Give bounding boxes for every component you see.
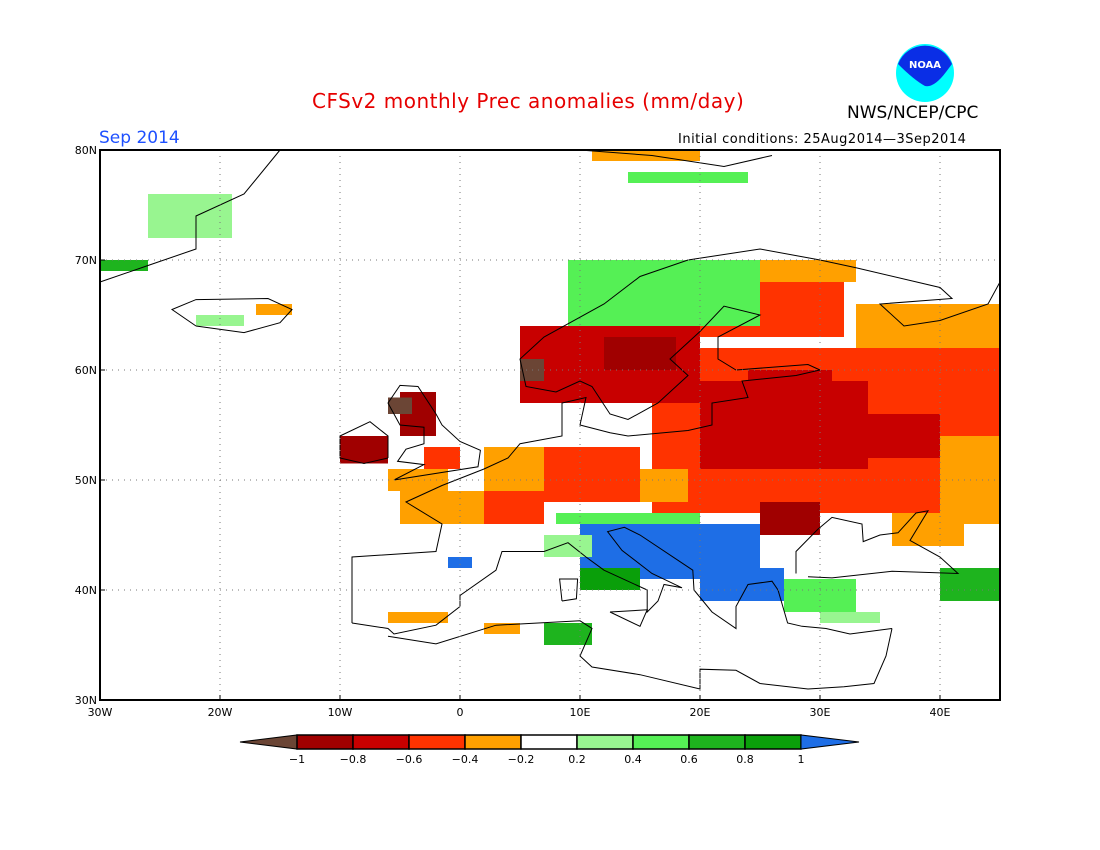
colorbar-swatch [352,734,410,750]
lat-tick-label: 60N [75,364,97,377]
anomaly-cell [856,304,1000,348]
anomaly-cell [820,612,880,623]
anomaly-cell [556,513,700,524]
coastline [559,578,579,602]
anomaly-cell [760,502,820,535]
colorbar-label: 0.6 [680,753,698,766]
coastline [339,421,389,465]
forecast-month: Sep 2014 [99,128,180,148]
anomaly-cell [256,304,292,315]
coastline [795,510,960,579]
colorbar-label: −0.8 [340,753,367,766]
anomaly-cell [424,447,460,469]
anomaly-cell [868,414,940,458]
lon-tick-label: 10E [570,706,591,719]
lon-tick-label: 30W [88,706,113,719]
colorbar-label: 0.8 [736,753,754,766]
coastline [609,609,648,627]
lat-tick-label: 40N [75,584,97,597]
svg-text:NOAA: NOAA [909,60,941,71]
lon-tick-label: 20E [690,706,711,719]
colorbar-label: −0.2 [508,753,535,766]
initial-conditions: Initial conditions: 25Aug2014—3Sep2014 [678,132,967,147]
lon-tick-label: 40E [930,706,951,719]
anomaly-cell [604,337,676,370]
coastline [579,149,773,168]
colorbar-swatch [408,734,466,750]
chart-title: CFSv2 monthly Prec anomalies (mm/day) [312,89,745,113]
colorbar-arrow-low [239,734,298,750]
colorbar-swatch [520,734,578,750]
anomaly-cell [448,557,472,568]
anomaly-cell [892,513,964,546]
coastline [387,384,481,481]
anomaly-cell [148,194,232,238]
anomaly-cell [580,568,640,590]
coastline [99,149,281,283]
lat-tick-label: 50N [75,474,97,487]
organization-label: NWS/NCEP/CPC [847,103,979,123]
anomaly-cell [100,260,148,271]
anomaly-cell [784,579,856,612]
anomaly-cell [484,447,544,491]
noaa-logo: NOAA [896,44,954,102]
lon-tick-label: 20W [208,706,233,719]
colorbar-label: −0.6 [396,753,423,766]
colorbar-label: −0.4 [452,753,479,766]
coastline [351,248,1001,623]
coastline [351,526,893,635]
anomaly-cell [544,447,640,502]
colorbar-label: 0.2 [568,753,586,766]
anomaly-cell [748,370,832,425]
colorbar-label: 0.4 [624,753,642,766]
anomaly-cell [388,397,412,414]
anomaly-cell [640,469,688,502]
anomaly-cell [484,623,520,634]
lon-tick-label: 10W [328,706,353,719]
anomaly-cell [196,315,244,326]
coastline [170,297,293,334]
anomaly-cell [568,260,760,326]
colorbar-swatch [464,734,522,750]
map-frame [99,149,1001,701]
anomaly-cell [400,491,484,524]
colorbar-arrow-high [800,734,860,750]
anomaly-cell [544,535,592,557]
lat-tick-label: 30N [75,694,97,707]
anomaly-cell [388,612,448,623]
colorbar-swatch [576,734,634,750]
coastline [387,620,893,690]
colorbar-swatch [688,734,746,750]
colorbar-label: 1 [798,753,805,766]
anomaly-cell [544,623,592,645]
lon-tick-label: 0 [457,706,464,719]
colorbar-swatch [632,734,690,750]
anomaly-cell [628,172,748,183]
colorbar-swatch [744,734,802,750]
lon-tick-label: 30E [810,706,831,719]
anomaly-cell [484,491,544,524]
lat-tick-label: 70N [75,254,97,267]
lat-tick-label: 80N [75,144,97,157]
colorbar-label: −1 [289,753,305,766]
colorbar-swatch [296,734,354,750]
anomaly-cell [340,436,388,464]
